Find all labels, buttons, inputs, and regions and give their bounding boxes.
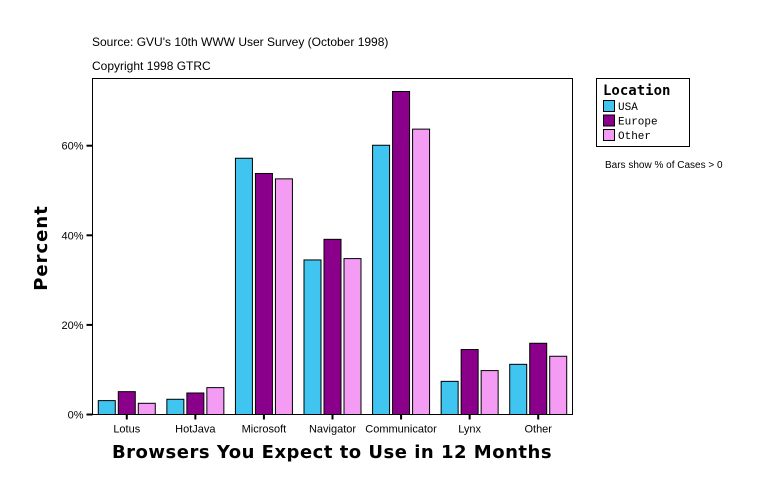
legend-title: Location <box>603 83 670 99</box>
legend-swatch-other <box>603 129 615 141</box>
bar-other-hotjava <box>206 387 225 415</box>
bar-europe-lynx <box>460 349 479 416</box>
bar-europe-communicator <box>392 90 411 415</box>
bar-europe-microsoft <box>254 172 273 415</box>
bar-usa-navigator <box>303 259 322 415</box>
legend: Location USA Europe Other <box>596 78 690 147</box>
chart-subtitle: Copyright 1998 GTRC <box>92 59 211 73</box>
x-tick-label: Lotus <box>113 424 140 436</box>
legend-swatch-europe <box>603 114 615 127</box>
bar-other-lotus <box>137 402 156 415</box>
bar-europe-other <box>529 342 548 416</box>
bar-usa-lynx <box>440 380 459 415</box>
x-tick-label: HotJava <box>175 424 216 436</box>
x-tick-label: Navigator <box>309 424 356 436</box>
x-tick-label: Microsoft <box>242 424 287 436</box>
bar-europe-navigator <box>323 238 342 415</box>
bar-usa-hotjava <box>166 398 185 416</box>
legend-swatch-usa <box>603 100 615 112</box>
bar-other-microsoft <box>274 178 293 415</box>
chart-note: Bars show % of Cases > 0 <box>605 160 723 171</box>
y-tick-label: 60% <box>61 141 83 153</box>
legend-label-europe: Europe <box>618 117 658 129</box>
chart-title: Source: GVU's 10th WWW User Survey (Octo… <box>92 35 388 49</box>
legend-box <box>596 78 690 147</box>
bar-other-other <box>549 355 568 416</box>
x-tick-label: Lynx <box>458 424 481 436</box>
bar-usa-microsoft <box>234 157 253 416</box>
x-tick-label: Communicator <box>365 424 437 436</box>
bar-usa-communicator <box>372 144 391 415</box>
bar-usa-lotus <box>97 400 116 415</box>
y-axis-label: Percent <box>31 205 52 291</box>
y-tick-label: 20% <box>61 320 83 332</box>
x-axis-label: Browsers You Expect to Use in 12 Months <box>112 442 552 463</box>
bar-other-lynx <box>480 370 499 416</box>
bar-other-navigator <box>343 258 362 416</box>
bar-europe-lotus <box>117 391 136 416</box>
y-tick-label: 0% <box>68 410 84 422</box>
bar-other-communicator <box>412 128 431 415</box>
legend-label-usa: USA <box>618 102 638 114</box>
legend-label-other: Other <box>618 131 651 143</box>
bar-europe-hotjava <box>186 392 205 416</box>
bar-usa-other <box>509 363 528 416</box>
y-tick-label: 40% <box>61 230 83 242</box>
x-tick-label: Other <box>524 424 552 436</box>
